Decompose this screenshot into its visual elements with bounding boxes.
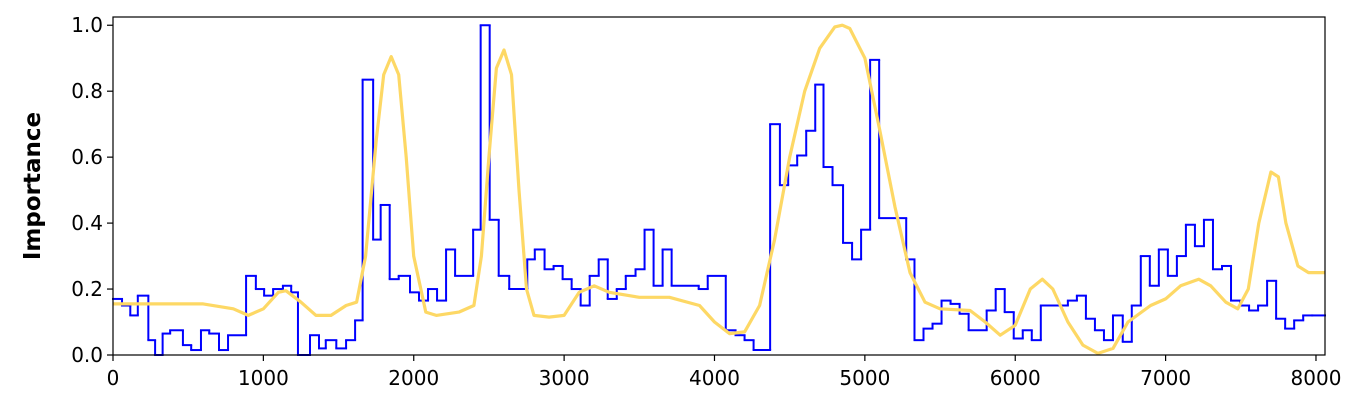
y-tick-label: 0.8	[71, 79, 103, 103]
y-tick-label: 0.2	[71, 277, 103, 301]
x-tick-label: 8000	[1291, 366, 1342, 390]
y-axis-label: Importance	[20, 112, 46, 260]
plot-frame	[112, 16, 1326, 356]
x-tick-label: 1000	[238, 366, 289, 390]
x-tick-label: 6000	[990, 366, 1041, 390]
x-tick-label: 0	[107, 366, 120, 390]
y-tick-label: 0.4	[71, 211, 103, 235]
x-tick-label: 4000	[689, 366, 740, 390]
y-tick-label: 0.0	[71, 343, 103, 367]
x-tick-label: 2000	[388, 366, 439, 390]
x-tick-label: 7000	[1140, 366, 1191, 390]
x-tick-label: 3000	[539, 366, 590, 390]
x-tick-label: 5000	[839, 366, 890, 390]
line	[113, 23, 1325, 355]
y-tick-label: 0.6	[71, 145, 103, 169]
y-tick-label: 1.0	[71, 13, 103, 37]
